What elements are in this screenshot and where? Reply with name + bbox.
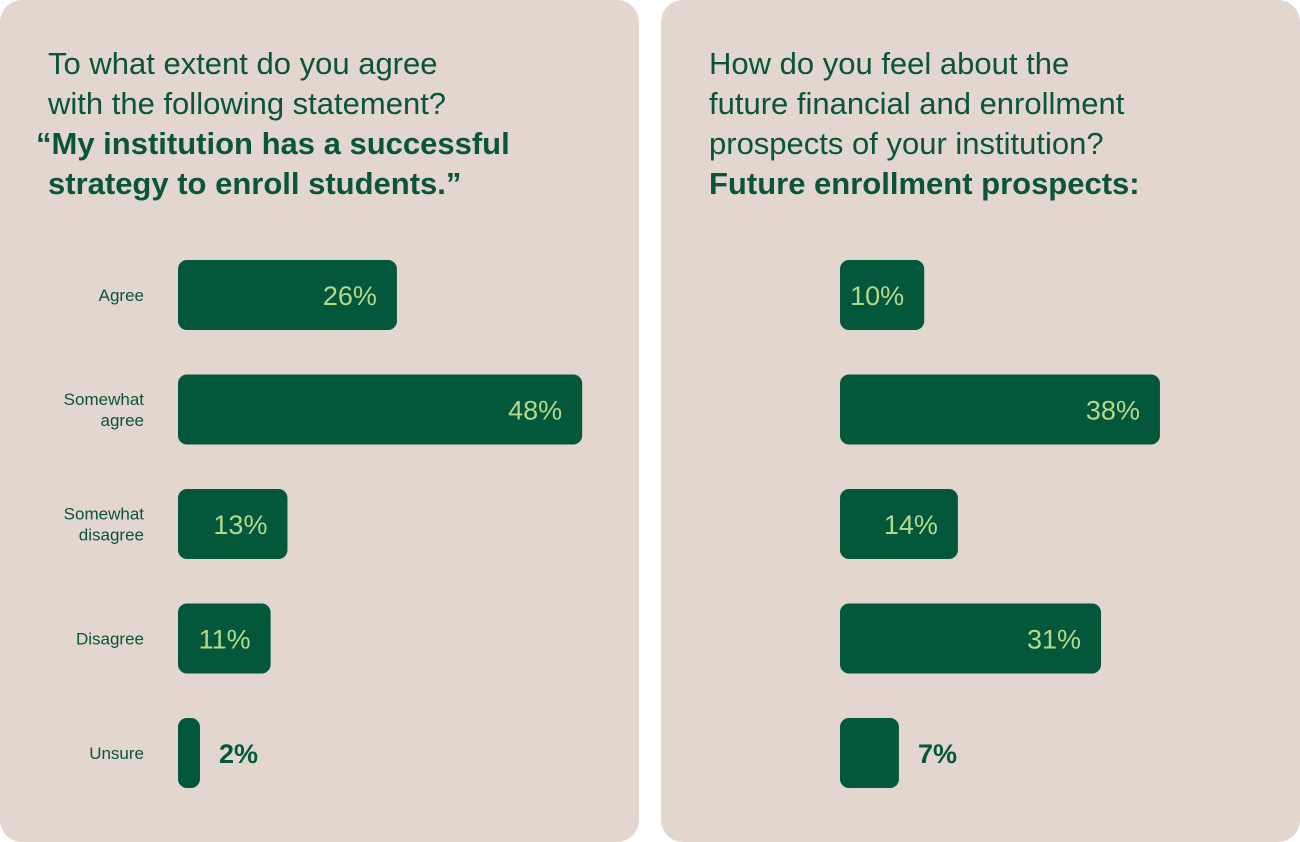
value-label: 13% <box>213 510 267 540</box>
bar <box>178 374 583 445</box>
bar <box>840 260 925 330</box>
category-label: Somewhat <box>64 390 145 409</box>
left-survey-panel: To what extent do you agree with the fol… <box>0 0 639 842</box>
value-label: 38% <box>1086 396 1140 426</box>
bar <box>178 489 288 559</box>
bar <box>840 489 958 559</box>
value-label: 14% <box>884 510 938 540</box>
value-label: 11% <box>199 625 251 655</box>
bar <box>178 260 397 330</box>
category-label: agree <box>101 411 144 430</box>
bar <box>178 603 271 674</box>
value-label: 31% <box>1027 625 1081 655</box>
value-label: 48% <box>508 396 562 426</box>
bar <box>840 718 899 788</box>
value-label: 7% <box>918 739 957 769</box>
value-label: 2% <box>219 739 258 769</box>
right-survey-panel: How do you feel about the future financi… <box>661 0 1300 842</box>
question-line: prospects of your institution? <box>709 126 1104 161</box>
value-label: 26% <box>323 281 377 311</box>
question-line: with the following statement? <box>48 86 447 121</box>
left-question-heading: To what extent do you agree with the fol… <box>36 44 628 204</box>
category-label: Unsure <box>89 744 144 763</box>
bar <box>840 374 1160 445</box>
bar <box>840 603 1102 674</box>
question-line: How do you feel about the <box>709 46 1070 81</box>
category-label: Disagree <box>76 630 144 649</box>
right-bar-chart: Veryoptimistic10%Somewhatoptimistic38%Ne… <box>840 260 1160 788</box>
bar <box>178 718 200 788</box>
statement-line: Future enrollment prospects: <box>709 166 1140 201</box>
category-label: disagree <box>79 526 144 545</box>
question-line: To what extent do you agree <box>48 46 438 81</box>
statement-line: strategy to enroll students.” <box>48 166 462 201</box>
left-bar-chart: Agree 26% Somewhat agree 48% Somewhat disagree… <box>64 260 583 788</box>
question-line: future financial and enrollment <box>709 86 1125 121</box>
value-label: 10% <box>850 281 904 311</box>
category-label: Agree <box>99 286 144 305</box>
category-label: Somewhat <box>64 505 145 524</box>
statement-line: “My institution has a successful <box>36 126 510 161</box>
right-question-heading: How do you feel about the future financi… <box>709 44 1289 204</box>
